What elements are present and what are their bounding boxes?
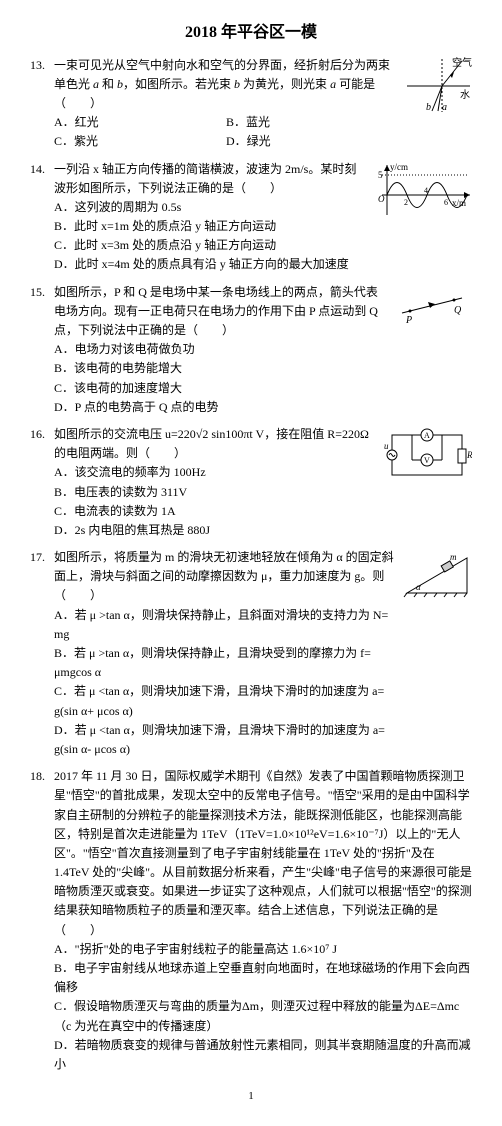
q15-optC: C．该电荷的加速度增大: [54, 379, 388, 398]
q15-number: 15.: [30, 283, 54, 302]
q14-number: 14.: [30, 160, 54, 179]
q15-optA: A．电场力对该电荷做负功: [54, 340, 388, 359]
q13-optC: C．紫光: [54, 132, 226, 151]
q16-optC: C．电流表的读数为 1A: [54, 502, 378, 521]
q18-optD: D．若暗物质衰变的规律与普通放射性元素相同，则其半衰期随温度的升高而减小: [54, 1036, 472, 1074]
q14-optA: A．这列波的周期为 0.5s: [54, 198, 368, 217]
svg-text:A: A: [424, 431, 430, 440]
question-18: 18. 2017 年 11 月 30 日，国际权威学术期刊《自然》发表了中国首颗…: [30, 767, 472, 1074]
q15-stem: 如图所示，P 和 Q 是电场中某一条电场线上的两点，箭头代表电场方向。现有一正电…: [54, 285, 378, 337]
q17-text: 如图所示，将质量为 m 的滑块无初速地轻放在倾角为 α 的固定斜面上，滑块与斜面…: [54, 548, 398, 759]
q18-stem: 2017 年 11 月 30 日，国际权威学术期刊《自然》发表了中国首颗暗物质探…: [54, 769, 472, 937]
q14-optC: C．此时 x=3m 处的质点沿 y 轴正方向运动: [54, 236, 368, 255]
q13-fig-water: 水: [460, 89, 470, 101]
q13-opts-row1: A．红光 B．蓝光: [54, 113, 398, 132]
q18-optA: A．"拐折"处的电子宇宙射线粒子的能量高达 1.6×10⁷ J: [54, 940, 472, 959]
q15-P: P: [405, 315, 412, 326]
svg-text:V: V: [424, 456, 430, 465]
svg-text:5: 5: [378, 170, 383, 180]
q13-optB: B．蓝光: [226, 113, 398, 132]
q14-text: 一列沿 x 轴正方向传播的简谐横波，波速为 2m/s。某时刻波形如图所示，下列说…: [54, 160, 368, 275]
q15-Q: Q: [454, 305, 462, 316]
q16-optD: D．2s 内电阻的焦耳热是 880J: [54, 521, 378, 540]
svg-text:4: 4: [424, 186, 428, 195]
q13-number: 13.: [30, 56, 54, 75]
q18-text: 2017 年 11 月 30 日，国际权威学术期刊《自然》发表了中国首颗暗物质探…: [54, 767, 472, 1074]
q16-optA: A．该交流电的频率为 100Hz: [54, 463, 378, 482]
q17-optB: B．若 μ >tan α，则滑块保持静止，且滑块受到的摩擦力为 f= μmgco…: [54, 644, 398, 682]
q14-ylabel: y/cm: [390, 162, 408, 172]
q14-optD: D．此时 x=4m 处的质点具有沿 y 轴正方向的最大加速度: [54, 255, 368, 274]
svg-text:b: b: [426, 102, 431, 113]
question-17: 17. 如图所示，将质量为 m 的滑块无初速地轻放在倾角为 α 的固定斜面上，滑…: [30, 548, 472, 759]
q13-t3: ，如图所示。若光束: [123, 77, 234, 91]
svg-text:6: 6: [444, 198, 448, 207]
q13-text: 一束可见光从空气中射向水和空气的分界面，经折射后分为两束单色光 a 和 b，如图…: [54, 56, 398, 152]
q13-figure: 空气 水 b a: [402, 56, 472, 114]
page-number: 1: [30, 1088, 472, 1106]
q16-t2: u=220√2 sin100πt V: [165, 427, 264, 441]
svg-text:O: O: [378, 194, 385, 204]
q15-optD: D．P 点的电势高于 Q 点的电势: [54, 398, 388, 417]
q13-fig-air: 空气: [452, 56, 472, 69]
q17-optD: D．若 μ <tan α，则滑块加速下滑，且滑块下滑时的加速度为 a= g(si…: [54, 721, 398, 759]
q16-u: u: [384, 441, 389, 451]
page-title: 2018 年平谷区一模: [30, 20, 472, 46]
q18-optC: C．假设暗物质湮灭与弯曲的质量为Δm，则湮灭过程中释放的能量为ΔE=Δmc（c …: [54, 997, 472, 1035]
q17-figure: m α: [402, 548, 472, 598]
q18-number: 18.: [30, 767, 54, 786]
q17-optA: A．若 μ >tan α，则滑块保持静止，且斜面对滑块的支持力为 N= mg: [54, 606, 398, 644]
q14-figure: y/cm x/m O 5 2 4 6: [372, 160, 472, 220]
q14-optB: B．此时 x=1m 处的质点沿 y 轴正方向运动: [54, 217, 368, 236]
svg-text:a: a: [442, 102, 447, 113]
q13-optD: D．绿光: [226, 132, 398, 151]
q16-number: 16.: [30, 425, 54, 444]
q16-figure: A V u R: [382, 425, 472, 485]
q13-t4: 为黄光，则光束: [240, 77, 330, 91]
q15-text: 如图所示，P 和 Q 是电场中某一条电场线上的两点，箭头代表电场方向。现有一正电…: [54, 283, 388, 417]
q17-stem: 如图所示，将质量为 m 的滑块无初速地轻放在倾角为 α 的固定斜面上，滑块与斜面…: [54, 550, 394, 602]
q14-xlabel: x/m: [452, 198, 466, 208]
q13-opts-row2: C．紫光 D．绿光: [54, 132, 398, 151]
q18-optB: B．电子宇宙射线从地球赤道上空垂直射向地面时，在地球磁场的作用下会向西偏移: [54, 959, 472, 997]
q13-optA: A．红光: [54, 113, 226, 132]
q16-text: 如图所示的交流电压 u=220√2 sin100πt V，接在阻值 R=220Ω…: [54, 425, 378, 540]
q16-optB: B．电压表的读数为 311V: [54, 483, 378, 502]
question-13: 13. 一束可见光从空气中射向水和空气的分界面，经折射后分为两束单色光 a 和 …: [30, 56, 472, 152]
question-14: 14. 一列沿 x 轴正方向传播的简谐横波，波速为 2m/s。某时刻波形如图所示…: [30, 160, 472, 275]
q17-optC: C．若 μ <tan α，则滑块加速下滑，且滑块下滑时的加速度为 a= g(si…: [54, 682, 398, 720]
q16-t1: 如图所示的交流电压: [54, 427, 165, 441]
q15-optB: B．该电荷的电势能增大: [54, 359, 388, 378]
question-16: 16. 如图所示的交流电压 u=220√2 sin100πt V，接在阻值 R=…: [30, 425, 472, 540]
q15-figure: P Q: [392, 283, 472, 328]
q14-stem: 一列沿 x 轴正方向传播的简谐横波，波速为 2m/s。某时刻波形如图所示，下列说…: [54, 162, 356, 195]
question-15: 15. 如图所示，P 和 Q 是电场中某一条电场线上的两点，箭头代表电场方向。现…: [30, 283, 472, 417]
q17-m: m: [450, 552, 457, 562]
q17-number: 17.: [30, 548, 54, 567]
q17-alpha: α: [416, 582, 421, 592]
q16-R: R: [466, 450, 472, 460]
q13-t2: 和: [99, 77, 117, 91]
svg-text:2: 2: [404, 198, 408, 207]
